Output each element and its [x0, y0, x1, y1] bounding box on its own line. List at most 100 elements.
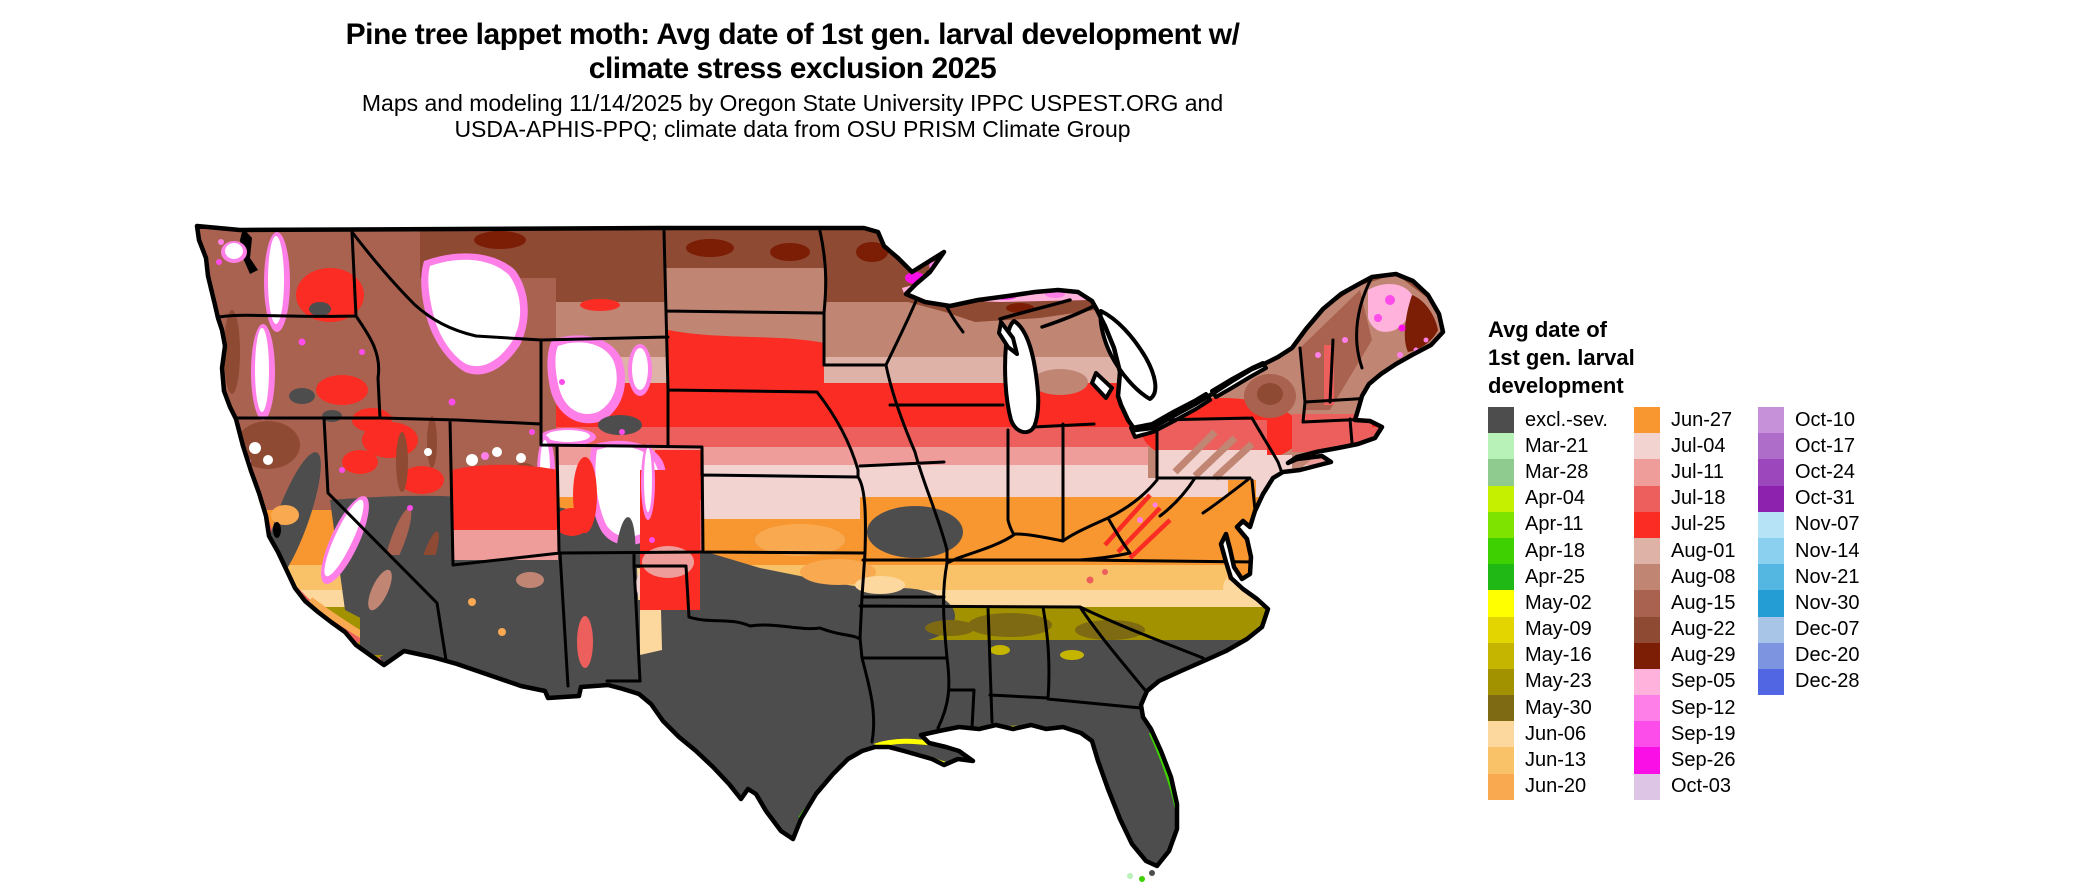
legend-swatch: [1758, 616, 1784, 643]
legend-swatch: [1758, 511, 1784, 538]
title-line2: climate stress exclusion 2025: [588, 52, 997, 85]
legend-label: Oct-31: [1795, 487, 1856, 510]
legend-row: Oct-24: [1758, 459, 1859, 486]
legend-row: Dec-07: [1758, 616, 1860, 643]
legend-row: Sep-05: [1634, 668, 1736, 696]
legend-row: Nov-30: [1758, 590, 1860, 617]
legend-row: Mar-28: [1488, 459, 1608, 486]
legend-label: Jun-13: [1525, 749, 1587, 772]
legend-label: May-02: [1525, 591, 1592, 614]
legend-label: Aug-15: [1671, 591, 1736, 614]
legend-swatch: [1634, 459, 1660, 486]
legend-label: Aug-29: [1671, 644, 1736, 667]
legend-row: May-09: [1488, 616, 1608, 643]
legend-row: Jun-06: [1488, 721, 1608, 748]
legend-label: Oct-03: [1671, 775, 1732, 798]
legend-row: Aug-01: [1634, 537, 1736, 565]
legend-swatch: [1488, 485, 1514, 512]
legend-title: Avg date of 1st gen. larval development: [1488, 316, 2088, 400]
legend-row: May-02: [1488, 590, 1608, 617]
legend-label: Apr-25: [1525, 565, 1586, 588]
legend-row: Jun-13: [1488, 747, 1608, 774]
legend-label: Apr-11: [1525, 513, 1584, 536]
legend-swatch: [1634, 407, 1660, 434]
legend-swatch: [1488, 668, 1514, 696]
lake-huron: [1098, 309, 1158, 401]
legend-swatch: [1488, 459, 1514, 486]
legend-label: Oct-17: [1795, 434, 1856, 457]
legend-row: Oct-31: [1758, 485, 1859, 512]
legend-swatch: [1634, 564, 1660, 591]
legend-swatch: [1634, 537, 1660, 565]
legend-row: Jun-20: [1488, 773, 1608, 800]
legend-row: May-16: [1488, 642, 1608, 669]
legend-row: Nov-21: [1758, 564, 1859, 591]
page-subtitle: Maps and modeling 11/14/2025 by Oregon S…: [170, 90, 1415, 142]
legend-swatch: [1488, 642, 1514, 669]
legend-row: Oct-03: [1634, 773, 1736, 800]
legend-label: Nov-07: [1795, 513, 1860, 536]
legend-row: excl.-sev.: [1488, 407, 1608, 434]
legend-label: excl.-sev.: [1525, 408, 1608, 431]
legend-row: Nov-07: [1758, 511, 1860, 538]
legend-label: Dec-28: [1795, 670, 1860, 693]
legend-row: Aug-08: [1634, 564, 1736, 591]
legend-swatch: [1634, 642, 1660, 669]
legend-swatch: [1634, 747, 1660, 774]
legend-row: Apr-04: [1488, 485, 1608, 512]
legend-swatch: [1634, 668, 1660, 696]
legend-label: Nov-30: [1795, 591, 1860, 614]
legend-swatch: [1758, 485, 1784, 512]
legend-swatch: [1488, 511, 1514, 538]
legend-row: Jul-11: [1634, 459, 1736, 486]
legend-row: Oct-17: [1758, 433, 1859, 460]
legend-swatch: [1634, 433, 1660, 460]
legend-swatch: [1634, 721, 1660, 748]
legend-label: Jun-20: [1525, 775, 1587, 798]
legend-row: Jun-27: [1634, 407, 1736, 434]
legend-label: May-23: [1525, 670, 1592, 693]
legend-swatch: [1758, 590, 1784, 617]
legend-label: Jul-11: [1671, 460, 1724, 483]
legend-swatch: [1758, 407, 1784, 434]
legend-label: Mar-28: [1525, 460, 1589, 483]
legend-swatch: [1634, 485, 1660, 512]
legend-title-line3: development: [1488, 373, 1624, 398]
legend-swatch: [1488, 747, 1514, 774]
legend-swatch: [1758, 642, 1784, 669]
legend-label: Dec-07: [1795, 618, 1860, 641]
legend-swatch: [1488, 590, 1514, 617]
map-florida-keys: [1127, 870, 1155, 882]
legend-label: Jul-18: [1671, 487, 1726, 510]
map-lakeshore-lines: [998, 298, 1096, 329]
legend-label: May-16: [1525, 644, 1592, 667]
legend-row: Sep-12: [1634, 695, 1736, 722]
legend-swatch: [1488, 721, 1514, 748]
legend-label: Jun-06: [1525, 722, 1587, 745]
legend-swatch: [1634, 511, 1660, 538]
legend-row: May-23: [1488, 668, 1608, 696]
legend-row: Apr-25: [1488, 564, 1608, 591]
legend-swatch: [1488, 695, 1514, 722]
legend-swatch: [1488, 537, 1514, 565]
legend-swatch: [1758, 433, 1784, 460]
legend-label: Sep-05: [1671, 670, 1736, 693]
legend-label: May-30: [1525, 696, 1592, 719]
legend-title-line2: 1st gen. larval: [1488, 345, 1635, 370]
legend-row: Aug-22: [1634, 616, 1736, 643]
legend-label: Dec-20: [1795, 644, 1860, 667]
map-state-borders: [211, 229, 1374, 744]
legend-label: Nov-14: [1795, 539, 1860, 562]
green-bay: [997, 320, 1019, 356]
legend-swatch: [1758, 537, 1784, 565]
legend-row: Dec-20: [1758, 642, 1860, 669]
legend-row: Jul-18: [1634, 485, 1736, 512]
legend-label: Jul-04: [1671, 434, 1726, 457]
legend-row: Aug-29: [1634, 642, 1736, 669]
legend-swatch: [1758, 668, 1784, 696]
map-outline: [194, 223, 1446, 869]
legend-swatch: [1634, 616, 1660, 643]
saginaw-bay: [1090, 371, 1114, 400]
